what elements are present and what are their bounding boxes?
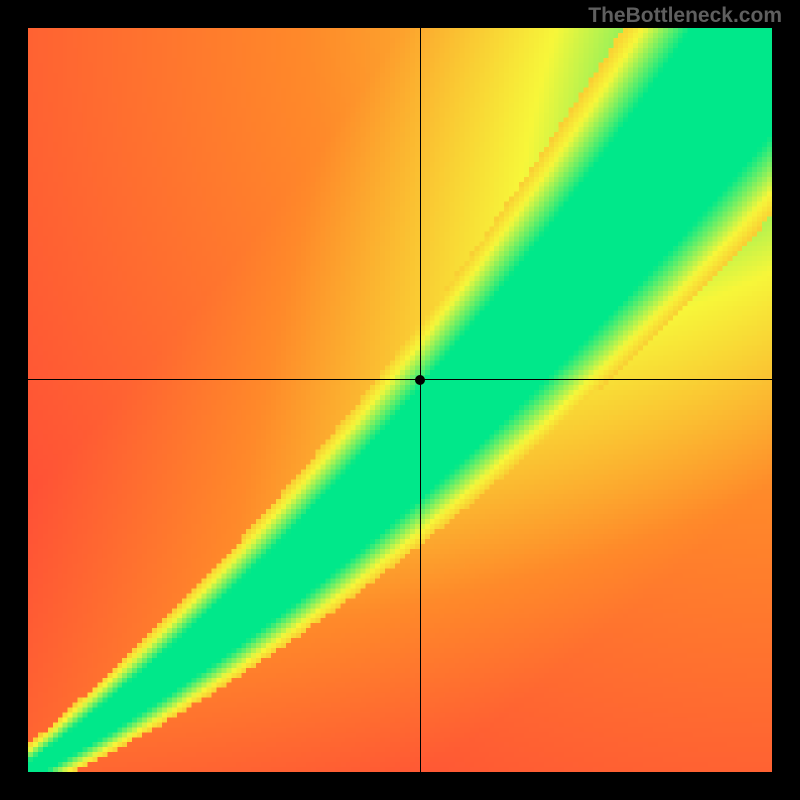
- crosshair-horizontal: [28, 379, 772, 380]
- watermark-text: TheBottleneck.com: [588, 4, 782, 28]
- crosshair-vertical: [420, 28, 421, 772]
- marker-dot: [415, 375, 425, 385]
- heatmap-canvas: [28, 28, 772, 772]
- plot-area: [28, 28, 772, 772]
- root-container: TheBottleneck.com: [0, 0, 800, 800]
